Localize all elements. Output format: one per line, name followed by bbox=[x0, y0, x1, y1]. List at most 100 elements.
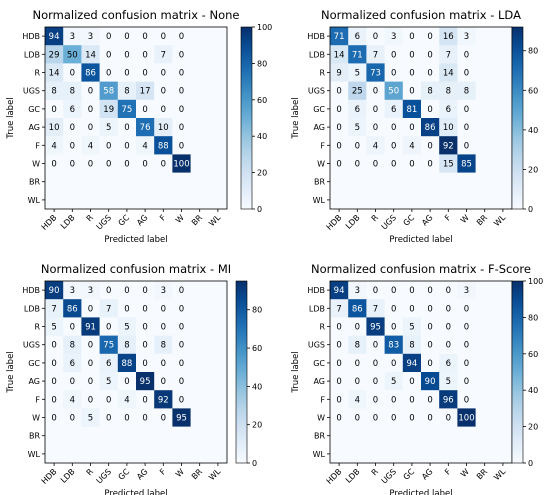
cell-value-label: 0 bbox=[161, 160, 166, 170]
heatmap-cell bbox=[439, 136, 458, 155]
heatmap-cell bbox=[348, 27, 367, 46]
heatmap-cell bbox=[348, 154, 367, 173]
heatmap-cell bbox=[493, 136, 513, 155]
cell-value-label: 3 bbox=[464, 286, 469, 296]
plot-frame bbox=[44, 26, 228, 210]
heatmap-cell bbox=[421, 118, 440, 137]
heatmap-cell bbox=[117, 426, 137, 446]
x-tick-label: UGS bbox=[95, 467, 113, 485]
heatmap-cell bbox=[384, 99, 404, 119]
heatmap-cell bbox=[330, 299, 349, 318]
heatmap-cell bbox=[117, 172, 137, 192]
cell-value-label: 0 bbox=[464, 105, 469, 115]
cell-value-label: 94 bbox=[49, 32, 60, 42]
heatmap-cell bbox=[81, 353, 100, 373]
heatmap-cell bbox=[190, 81, 210, 101]
heatmap-cell bbox=[99, 81, 119, 101]
cell-value-label: 10 bbox=[443, 123, 454, 133]
heatmap-cell bbox=[81, 45, 100, 64]
cell-value-label: 16 bbox=[443, 32, 454, 42]
heatmap-cell bbox=[81, 390, 100, 409]
heatmap-cell bbox=[366, 172, 385, 192]
cell-value-label: 4 bbox=[70, 395, 75, 405]
x-tick-label: HDB bbox=[40, 213, 59, 232]
heatmap-cell bbox=[421, 353, 440, 373]
heatmap-cell bbox=[439, 27, 458, 46]
cell-value-label: 0 bbox=[179, 304, 184, 314]
cell-value-label: 95 bbox=[140, 377, 151, 387]
y-tick-label: HDB bbox=[307, 32, 325, 41]
heatmap-cell bbox=[457, 390, 476, 409]
heatmap-cell bbox=[172, 335, 191, 355]
y-tick-label: AG bbox=[28, 377, 40, 386]
heatmap-cell bbox=[439, 281, 458, 300]
heatmap-cell bbox=[348, 426, 367, 446]
heatmap-cell bbox=[457, 27, 476, 46]
cell-value-label: 0 bbox=[409, 286, 414, 296]
cell-value-label: 0 bbox=[391, 69, 396, 79]
heatmap-cell bbox=[457, 45, 476, 64]
heatmap-cell bbox=[63, 27, 82, 46]
heatmap-cell bbox=[190, 444, 210, 464]
cell-value-label: 0 bbox=[124, 414, 129, 424]
x-tick-label: UGS bbox=[95, 213, 113, 231]
cell-value-label: 0 bbox=[106, 323, 111, 333]
heatmap-cell bbox=[384, 190, 404, 210]
cell-value-label: 0 bbox=[106, 160, 111, 170]
cell-value-label: 0 bbox=[106, 69, 111, 79]
heatmap-cell bbox=[366, 444, 385, 464]
cell-value-label: 86 bbox=[67, 304, 78, 314]
cell-value-label: 0 bbox=[142, 105, 147, 115]
cell-value-label: 0 bbox=[427, 69, 432, 79]
cell-value-label: 0 bbox=[373, 286, 378, 296]
heatmap-cell bbox=[190, 63, 210, 82]
heatmap-cell bbox=[208, 281, 228, 300]
cell-value-label: 0 bbox=[409, 123, 414, 133]
cell-value-label: 6 bbox=[70, 105, 75, 115]
cell-value-label: 15 bbox=[443, 160, 454, 170]
heatmap-cell bbox=[99, 99, 119, 119]
cell-value-label: 94 bbox=[334, 286, 345, 296]
cell-value-label: 29 bbox=[49, 50, 60, 60]
cell-value-label: 0 bbox=[70, 69, 75, 79]
heatmap-cell bbox=[172, 118, 191, 137]
colorbar bbox=[235, 280, 248, 464]
heatmap-cell bbox=[172, 372, 191, 391]
cell-value-label: 58 bbox=[103, 87, 114, 97]
cell-value-label: 0 bbox=[427, 359, 432, 369]
heatmap-cell bbox=[172, 408, 191, 427]
heatmap-cell bbox=[421, 426, 440, 446]
y-axis-label: True label bbox=[6, 351, 16, 393]
heatmap-cell bbox=[421, 408, 440, 427]
heatmap-cell bbox=[475, 426, 495, 446]
heatmap-cell bbox=[330, 390, 349, 409]
heatmap-cell bbox=[99, 444, 119, 464]
y-tick-label: R bbox=[319, 323, 325, 332]
heatmap-cell bbox=[154, 99, 173, 119]
heatmap-cell bbox=[190, 317, 210, 336]
heatmap-cell bbox=[99, 172, 119, 192]
cell-value-label: 0 bbox=[124, 160, 129, 170]
x-tick-label: LDB bbox=[59, 467, 77, 485]
heatmap-cell bbox=[384, 335, 404, 355]
cell-value-label: 0 bbox=[373, 414, 378, 424]
cell-value-label: 0 bbox=[179, 341, 184, 351]
colorbar-tick-label: 60 bbox=[528, 86, 538, 95]
heatmap-cell bbox=[154, 335, 173, 355]
cell-value-label: 0 bbox=[51, 105, 56, 115]
cell-value-label: 92 bbox=[158, 395, 169, 405]
heatmap-cell bbox=[172, 27, 191, 46]
cell-value-label: 0 bbox=[124, 304, 129, 314]
heatmap-cell bbox=[136, 154, 155, 173]
cell-value-label: 5 bbox=[124, 323, 129, 333]
heatmap-cell bbox=[457, 63, 476, 82]
heatmap-cell bbox=[402, 99, 422, 119]
heatmap-cell bbox=[384, 372, 404, 391]
heatmap-cell bbox=[475, 444, 495, 464]
heatmap-cell bbox=[366, 353, 385, 373]
cell-value-label: 0 bbox=[391, 323, 396, 333]
y-tick-label: F bbox=[320, 141, 325, 150]
heatmap-cell bbox=[208, 63, 228, 82]
heatmap-cell bbox=[136, 281, 155, 300]
cell-value-label: 0 bbox=[179, 87, 184, 97]
